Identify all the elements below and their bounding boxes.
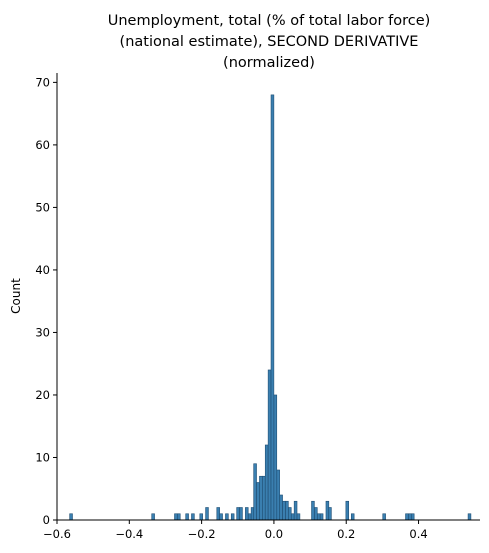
histogram-bar <box>288 507 292 521</box>
histogram-bar <box>319 513 324 521</box>
histogram-bar <box>245 507 249 521</box>
histogram-bar <box>467 513 472 521</box>
histogram-bar <box>69 513 73 521</box>
x-tick-label: 0.0 <box>265 527 283 541</box>
histogram-bar <box>293 500 298 521</box>
histogram-bar <box>253 463 257 521</box>
histogram-bar <box>311 500 315 521</box>
x-tick-label: −0.6 <box>43 527 71 541</box>
x-tick-label: −0.4 <box>115 527 143 541</box>
histogram-bar <box>259 475 263 521</box>
histogram-bar <box>264 444 269 521</box>
histogram-bars <box>69 94 472 521</box>
histogram-bar <box>262 475 266 521</box>
chart-title: Unemployment, total (% of total labor fo… <box>108 13 431 71</box>
histogram-bar <box>317 513 321 521</box>
histogram-bar <box>345 500 350 521</box>
histogram-bar <box>270 94 275 521</box>
histogram-bar <box>350 513 355 521</box>
histogram-bar <box>290 513 295 521</box>
y-tick-label: 50 <box>35 200 50 214</box>
x-tick-label: 0.2 <box>337 527 355 541</box>
histogram-bar <box>314 507 318 521</box>
histogram-bar <box>177 513 181 521</box>
y-tick-label: 70 <box>35 75 50 89</box>
histogram-bar <box>247 513 252 521</box>
x-axis-ticks: −0.6 −0.4 −0.2 0.0 0.2 0.4 <box>43 520 428 541</box>
histogram-bar <box>328 507 332 521</box>
histogram-bar <box>236 507 240 521</box>
histogram-bar <box>382 513 386 521</box>
histogram-bar <box>174 513 178 521</box>
histogram-bar <box>282 500 286 521</box>
x-tick-label: 0.4 <box>409 527 427 541</box>
histogram-bar <box>216 507 220 521</box>
y-tick-label: 10 <box>35 450 50 464</box>
y-tick-label: 60 <box>35 138 50 152</box>
histogram-bar <box>230 513 235 521</box>
histogram-bar <box>225 513 229 521</box>
histogram-bar <box>279 494 283 521</box>
histogram-bar <box>185 513 189 521</box>
title-line-3: (normalized) <box>223 55 315 71</box>
histogram-bar <box>408 513 412 521</box>
histogram-bar <box>151 513 155 521</box>
y-tick-label: 30 <box>35 325 50 339</box>
histogram-bar <box>296 513 301 521</box>
histogram-bar <box>273 394 278 521</box>
histogram-bar <box>239 507 243 521</box>
x-tick-label: −0.2 <box>188 527 216 541</box>
y-axis-label: Count <box>9 278 23 314</box>
y-tick-label: 40 <box>35 263 50 277</box>
histogram-bar <box>276 469 280 521</box>
histogram-bar <box>256 482 260 521</box>
histogram-bar <box>191 513 195 521</box>
histogram-bar <box>285 500 289 521</box>
histogram-bar <box>219 513 223 521</box>
title-line-2: (national estimate), SECOND DERIVATIVE <box>120 34 419 50</box>
histogram-bar <box>267 369 272 521</box>
y-axis-ticks: 0 10 20 30 40 50 60 70 <box>35 75 57 527</box>
y-tick-label: 20 <box>35 388 50 402</box>
histogram-bar <box>199 513 203 521</box>
histogram-bar <box>411 513 415 521</box>
title-line-1: Unemployment, total (% of total labor fo… <box>108 13 431 29</box>
histogram-bar <box>205 507 209 521</box>
y-tick-label: 0 <box>43 513 50 527</box>
histogram-bar <box>405 513 409 521</box>
